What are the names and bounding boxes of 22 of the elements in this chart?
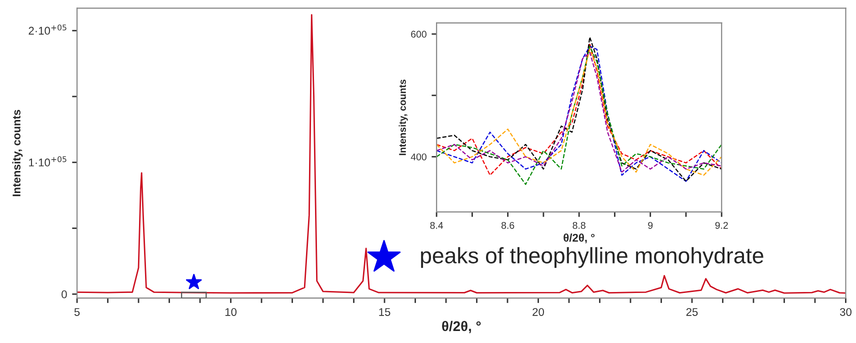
y-tick-label: 0 bbox=[62, 290, 67, 298]
y-tick-label: 400 bbox=[410, 153, 426, 160]
x-tick-label: 9.2 bbox=[715, 222, 728, 229]
x-tick-label: 20 bbox=[532, 308, 544, 316]
x-tick-label: 8.8 bbox=[572, 222, 586, 229]
x-axis-title: θ/2θ, ° bbox=[442, 320, 481, 334]
line-series bbox=[77, 14, 846, 294]
y-axis-title: Intensity, counts bbox=[398, 80, 408, 156]
x-tick-label: 10 bbox=[225, 308, 237, 316]
x-tick-label: 9 bbox=[648, 222, 653, 229]
y-tick-label: 1·10$^{+05}$ bbox=[29, 156, 66, 166]
x-axis-title: θ/2θ, ° bbox=[564, 234, 595, 244]
x-tick-label: 15 bbox=[379, 308, 390, 316]
x-tick-label: 8.6 bbox=[501, 222, 514, 229]
x-tick-label: 5 bbox=[74, 308, 80, 316]
y-axis-title: Intensity, counts bbox=[12, 110, 23, 196]
x-tick-label: 25 bbox=[686, 308, 698, 316]
y-tick-label: 2·10$^{+05}$ bbox=[28, 24, 66, 35]
y-tick-label: 600 bbox=[411, 30, 426, 38]
x-tick-label: 30 bbox=[840, 308, 852, 316]
x-tick-label: 8.4 bbox=[430, 222, 444, 229]
legend-label: peaks of theophylline monohydrate bbox=[421, 247, 764, 268]
